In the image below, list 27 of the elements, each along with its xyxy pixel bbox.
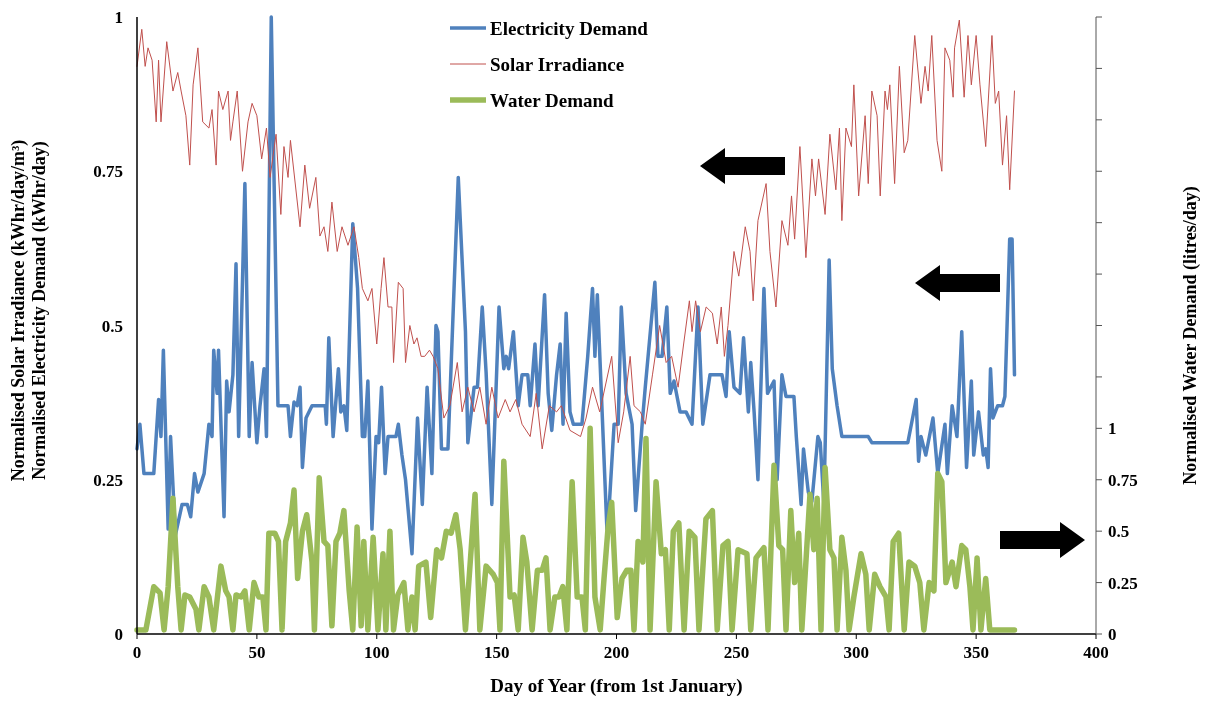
legend-label: Water Demand [490, 90, 615, 111]
y-axis-title: Normalised Solar Irradiance (kWhr/day/m³) Normalised Electricity Demand (kWhr/day) [8, 139, 50, 482]
y2-tick-label: 0.5 [1108, 522, 1130, 542]
y-tick-label: 0 [114, 625, 123, 644]
x-tick-label: 300 [843, 643, 869, 662]
y2-tick-label: 0 [1108, 625, 1117, 644]
x-tick-label: 150 [483, 643, 510, 662]
line-series [136, 19, 1015, 450]
x-tick-label: 50 [248, 643, 266, 662]
x-tick-label: 350 [963, 643, 989, 662]
line-series [135, 15, 1017, 556]
y-tick-label: 0.25 [93, 470, 123, 490]
y2-tick-label: 0.25 [1108, 573, 1138, 593]
x-tick-label: 200 [603, 643, 630, 662]
y-tick-label: 1 [114, 8, 123, 27]
x-tick-label: 0 [132, 643, 142, 662]
x-tick-label: 400 [1083, 643, 1109, 662]
legend-label: Electricity Demand [490, 18, 649, 39]
legend-label: Solar Irradiance [490, 54, 625, 75]
y-tick-label: 0.5 [101, 316, 123, 336]
x-tick-label: 250 [723, 643, 750, 662]
x-axis-title: Day of Year (from 1st January) [490, 675, 743, 697]
y2-tick-label: 0.75 [1108, 470, 1138, 490]
y2-tick-label: 1 [1108, 419, 1117, 439]
y2-axis-title: Normalised Water Demand (litres/day) [1180, 186, 1201, 485]
x-tick-label: 100 [364, 643, 390, 662]
y-tick-label: 0.75 [93, 162, 123, 182]
